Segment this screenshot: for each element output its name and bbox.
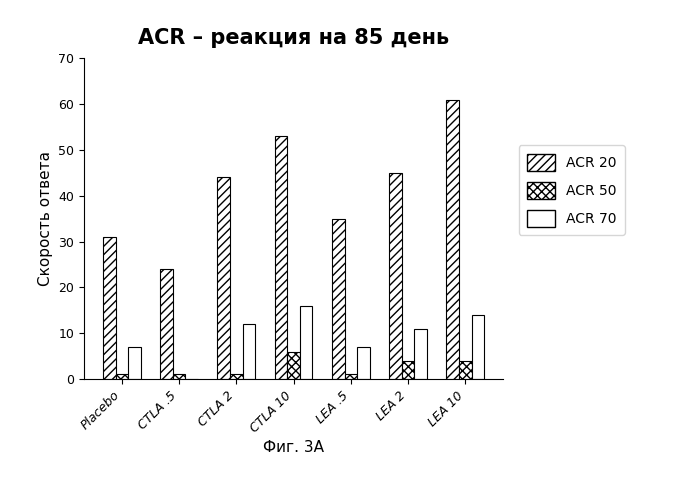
Bar	[300, 306, 312, 379]
Bar	[447, 100, 459, 379]
Bar	[103, 237, 115, 379]
Bar	[357, 347, 370, 379]
Bar	[459, 361, 472, 379]
Bar	[275, 136, 287, 379]
Y-axis label: Скорость ответа: Скорость ответа	[38, 151, 52, 286]
Bar	[128, 347, 140, 379]
Bar	[115, 375, 128, 379]
X-axis label: Фиг. 3А: Фиг. 3А	[263, 440, 324, 455]
Bar	[160, 269, 173, 379]
Bar	[389, 173, 402, 379]
Bar	[332, 219, 345, 379]
Legend: ACR 20, ACR 50, ACR 70: ACR 20, ACR 50, ACR 70	[519, 145, 625, 235]
Bar	[243, 324, 255, 379]
Bar	[173, 375, 185, 379]
Title: ACR – реакция на 85 день: ACR – реакция на 85 день	[138, 29, 449, 49]
Bar	[217, 177, 230, 379]
Bar	[415, 329, 427, 379]
Bar	[287, 351, 300, 379]
Bar	[345, 375, 357, 379]
Bar	[230, 375, 243, 379]
Bar	[472, 315, 484, 379]
Bar	[402, 361, 415, 379]
